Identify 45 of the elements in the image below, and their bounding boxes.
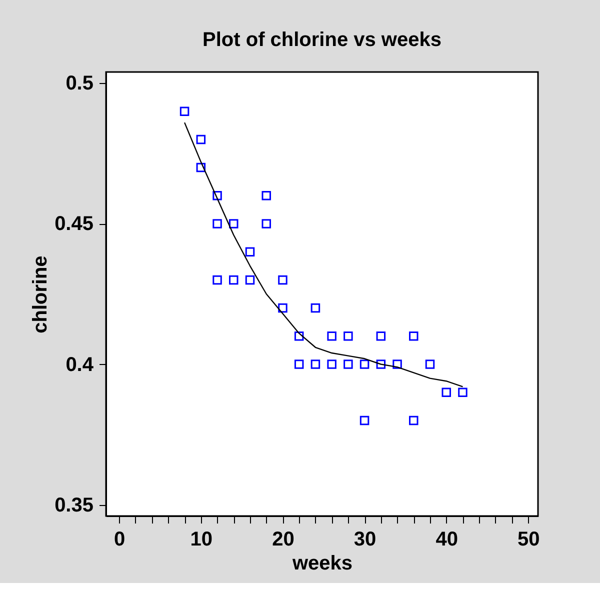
point [327, 360, 336, 369]
y-tick-label: 0.5 [66, 72, 94, 95]
point [327, 332, 336, 341]
point [212, 219, 222, 228]
x-tick-label: 20 [272, 528, 294, 550]
point [245, 275, 255, 285]
point [409, 416, 418, 426]
point [262, 219, 271, 228]
x-tick-label: 30 [354, 528, 376, 550]
point [196, 134, 206, 144]
point [310, 303, 320, 313]
x-tick-label: 10 [190, 528, 213, 550]
point [409, 332, 418, 341]
x-axis-title: weeks [291, 552, 353, 574]
point [245, 247, 255, 256]
point [196, 162, 206, 172]
point [229, 275, 238, 285]
point [376, 360, 386, 369]
point [278, 303, 288, 313]
x-tick-label: 40 [436, 528, 458, 550]
point [310, 360, 320, 369]
point [360, 416, 370, 426]
point [376, 332, 386, 341]
point [392, 360, 402, 369]
point [278, 275, 288, 285]
y-tick-label: 0.45 [54, 213, 94, 236]
y-tick-label: 0.35 [54, 494, 94, 516]
point [294, 332, 304, 341]
point [344, 332, 353, 341]
y-axis-title: chlorine [30, 256, 52, 334]
point [229, 219, 238, 228]
point [262, 191, 271, 200]
point [344, 360, 353, 369]
chart-title: Plot of chlorine vs weeks [202, 29, 442, 51]
x-tick-label: 0 [114, 528, 126, 550]
point [442, 388, 451, 397]
x-tick-label: 50 [518, 528, 540, 550]
point [360, 360, 370, 369]
point [212, 191, 222, 200]
point [180, 106, 190, 116]
point [294, 360, 304, 369]
point [458, 388, 468, 397]
y-tick-label: 0.4 [66, 354, 94, 376]
point [425, 360, 435, 369]
point [212, 275, 222, 285]
